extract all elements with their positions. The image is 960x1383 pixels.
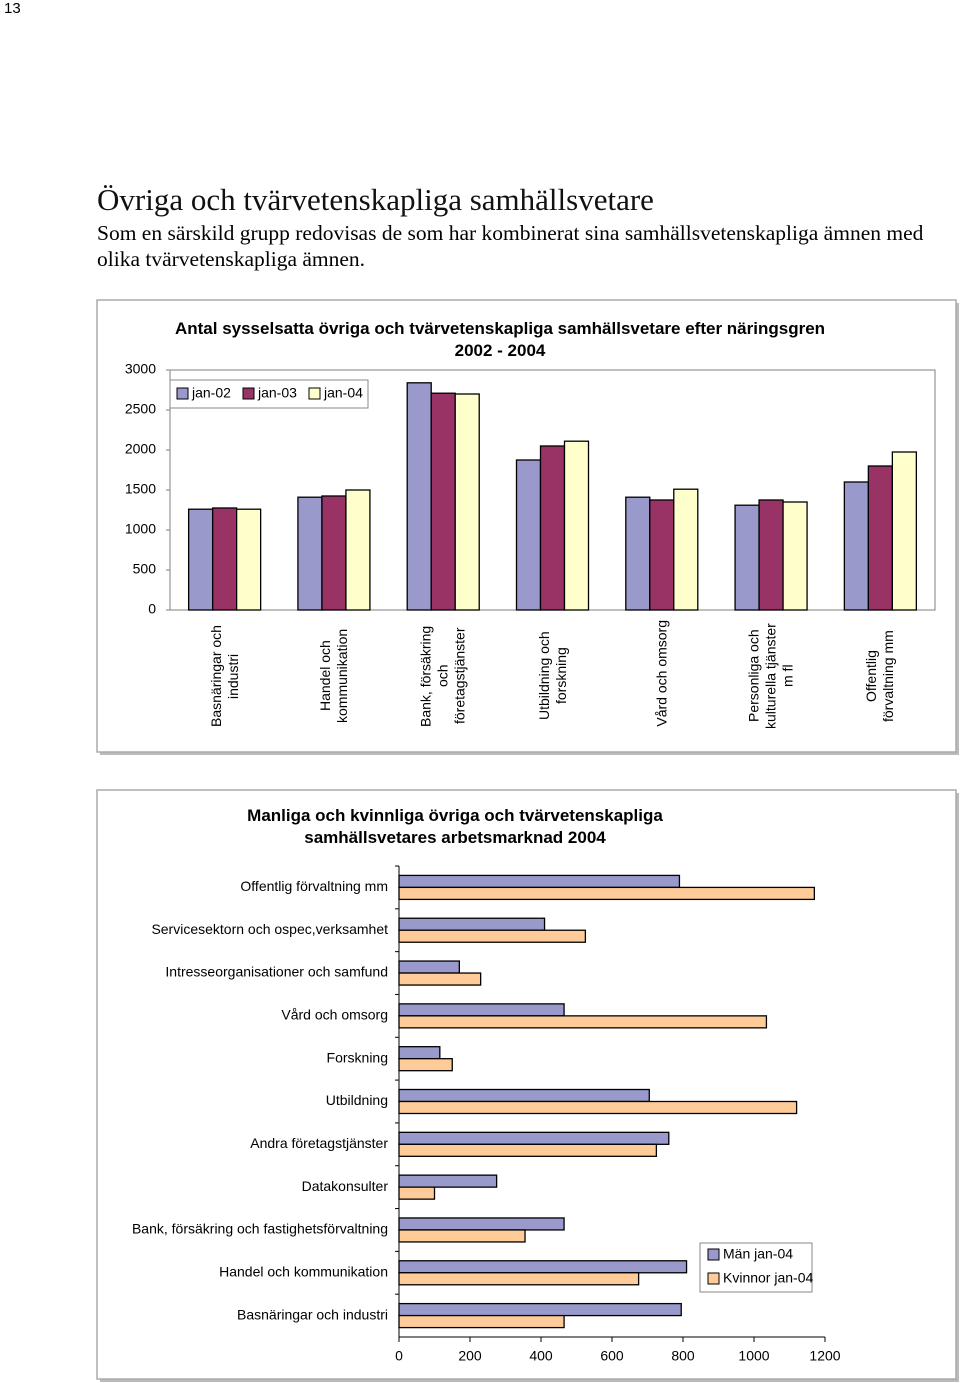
x-tick-label: Bank, försäkring och företagstjänster <box>417 625 468 727</box>
x-tick-label: 800 <box>671 1348 695 1364</box>
bar <box>398 1272 640 1286</box>
y-tick-label: 1000 <box>125 521 156 537</box>
bar <box>563 440 590 611</box>
bar <box>454 393 480 611</box>
y-tick-label: Bank, försäkring och fastighetsförvaltni… <box>132 1221 388 1237</box>
bar <box>398 1229 526 1243</box>
x-tick-label: 400 <box>529 1348 553 1364</box>
legend-swatch <box>707 1272 720 1285</box>
y-tick-label: Forskning <box>327 1049 388 1065</box>
x-tick-label: Offentlig förvaltning mm <box>863 630 897 722</box>
bar <box>398 1217 565 1231</box>
bar <box>398 1131 670 1145</box>
bar <box>321 495 347 611</box>
y-tick-label: 3000 <box>125 361 156 377</box>
x-tick-label: 1200 <box>809 1348 840 1364</box>
bar <box>515 459 542 611</box>
y-tick-label: Intresseorganisationer och samfund <box>165 964 388 980</box>
bar <box>398 917 546 931</box>
y-tick-label: 500 <box>133 561 157 577</box>
bar <box>406 382 432 611</box>
bar <box>398 1088 650 1103</box>
bar <box>398 1314 565 1329</box>
bar <box>398 1100 798 1115</box>
x-tick-label: 600 <box>600 1348 624 1364</box>
bar <box>867 465 894 611</box>
legend-label: Kvinnor jan-04 <box>723 1270 813 1286</box>
legend-box <box>169 379 369 409</box>
bar <box>398 886 816 901</box>
bar <box>398 1186 436 1200</box>
bar <box>398 1003 565 1017</box>
x-tick-label: 1000 <box>738 1348 769 1364</box>
bar <box>398 1174 498 1188</box>
legend-swatch <box>242 387 255 400</box>
bar <box>211 507 238 611</box>
y-tick-label: Handel och kommunikation <box>219 1263 388 1279</box>
bar <box>235 508 262 611</box>
bar <box>758 499 784 611</box>
y-tick-label: 1500 <box>125 481 156 497</box>
x-tick-label: 200 <box>458 1348 482 1364</box>
bar <box>398 1260 688 1274</box>
bar <box>398 1143 658 1157</box>
bar <box>398 874 681 889</box>
bar <box>782 501 808 611</box>
bar <box>398 929 587 943</box>
page-number: 13 <box>4 0 21 17</box>
x-tick-label: Utbildning och forskning <box>535 631 569 721</box>
intro-text: Som en särskild grupp redovisas de som h… <box>97 221 924 271</box>
x-tick-label: Handel och kommunikation <box>316 628 350 724</box>
legend-label: jan-03 <box>257 385 297 401</box>
y-tick-label: Basnäringar och industri <box>237 1306 388 1322</box>
bar <box>673 488 699 611</box>
bar <box>398 1058 453 1072</box>
legend-label: jan-02 <box>191 385 231 401</box>
y-tick-label: 2500 <box>125 401 156 417</box>
chart-title: Manliga och kvinnliga övriga och tvärvet… <box>247 806 663 847</box>
bar <box>625 496 651 611</box>
bar <box>649 499 675 611</box>
bar <box>398 960 460 974</box>
legend-swatch <box>707 1248 720 1261</box>
bar <box>430 392 456 611</box>
bar <box>843 481 870 611</box>
y-tick-label: Utbildning <box>326 1092 388 1108</box>
bar <box>398 1015 768 1029</box>
y-tick-label: Offentlig förvaltning mm <box>240 878 388 894</box>
legend-swatch <box>308 387 321 400</box>
legend-label: Män jan-04 <box>723 1246 793 1262</box>
x-tick-label: Basnäringar och industri <box>207 625 241 727</box>
y-tick-label: 0 <box>148 601 156 617</box>
legend-label: jan-04 <box>323 385 363 401</box>
bar <box>297 496 323 611</box>
x-tick-label: Personliga och kulturella tjänster m fl <box>745 623 796 729</box>
bar <box>734 504 760 611</box>
y-tick-label: Datakonsulter <box>302 1178 389 1194</box>
y-tick-label: Andra företagstjänster <box>250 1135 388 1151</box>
x-tick-label: Vård och omsorg <box>653 620 670 727</box>
bar <box>398 1046 441 1060</box>
bar <box>187 508 214 611</box>
heading: Övriga och tvärvetenskapliga samhällsvet… <box>97 182 654 217</box>
y-tick-label: Vård och omsorg <box>281 1007 388 1023</box>
y-tick-label: Servicesektorn och ospec,verksamhet <box>151 921 388 937</box>
chart-title: Antal sysselsatta övriga och tvärvetensk… <box>174 319 826 360</box>
y-tick-label: 2000 <box>125 441 156 457</box>
bar <box>398 972 482 986</box>
x-tick-label: 0 <box>395 1348 403 1364</box>
bar <box>539 445 566 611</box>
bar <box>891 451 918 611</box>
bar <box>345 489 371 611</box>
bar <box>398 1302 682 1317</box>
legend-swatch <box>176 387 189 400</box>
